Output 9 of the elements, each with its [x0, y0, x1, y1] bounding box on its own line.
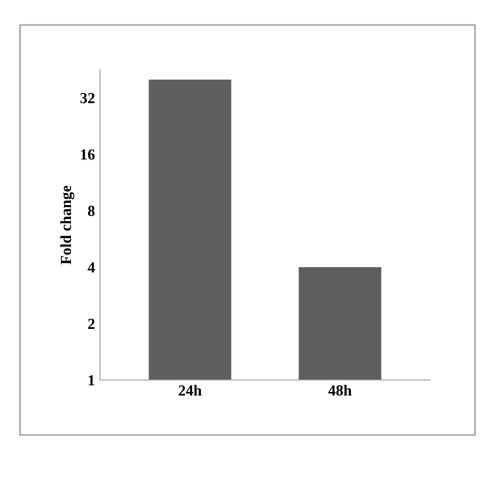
y-tick-label: 2	[88, 318, 94, 329]
y-tick-label: 32	[80, 92, 94, 104]
y-tick-label: 8	[88, 206, 95, 216]
y-tick-label: 1	[88, 375, 94, 386]
y-axis-title: Fold change	[60, 186, 74, 264]
y-tick-label: 16	[81, 149, 95, 160]
x-tick-label: 48h	[328, 384, 352, 396]
x-tick-label: 24h	[178, 384, 202, 396]
y-tick-label: 4	[88, 262, 95, 272]
